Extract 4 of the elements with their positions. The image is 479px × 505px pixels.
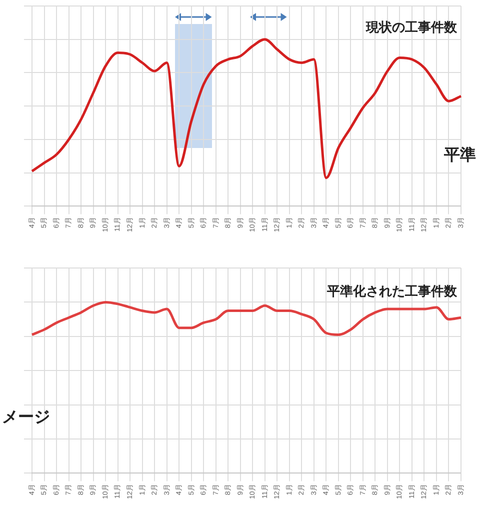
series-label: 平準化された工事件数 <box>326 284 458 300</box>
annotation: 平準 <box>443 145 476 164</box>
annotation: メージ <box>2 407 50 426</box>
text: 現状の工事件数 <box>365 20 458 36</box>
